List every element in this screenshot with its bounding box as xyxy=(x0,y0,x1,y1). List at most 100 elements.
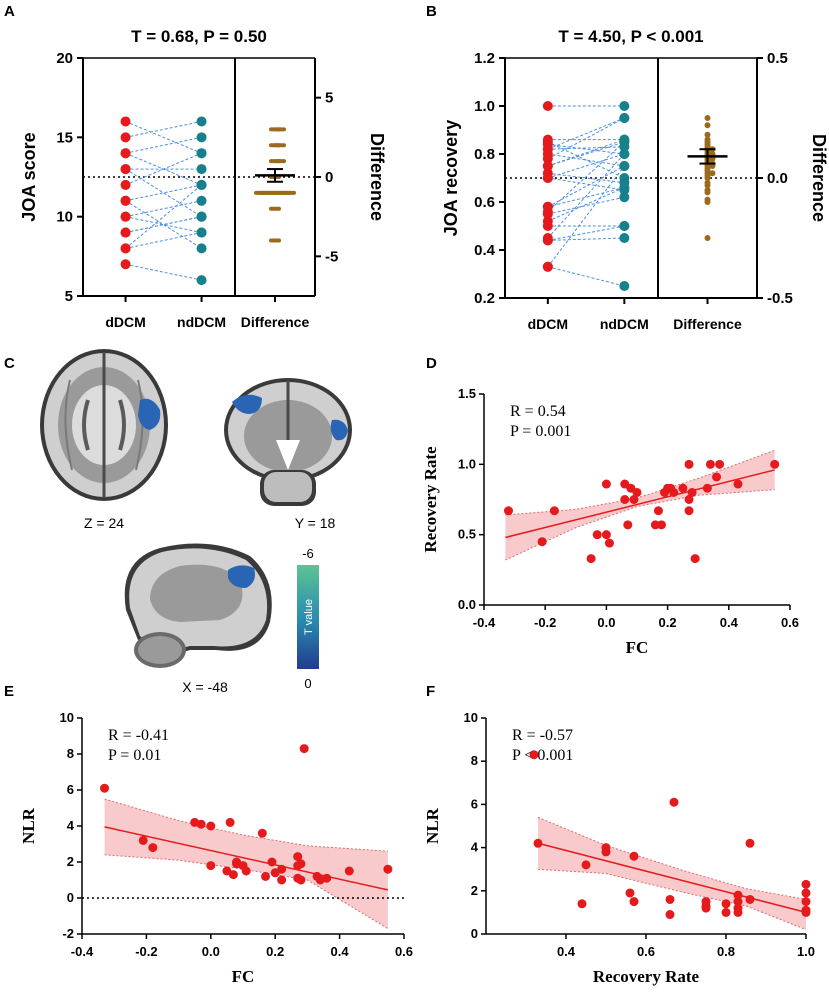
ddcm-point xyxy=(120,211,131,222)
data-point xyxy=(632,487,642,497)
data-point xyxy=(733,897,743,907)
confidence-band-upper xyxy=(537,816,807,900)
difference-point xyxy=(704,175,711,181)
data-point xyxy=(733,479,743,489)
x-tick-label: 0.6 xyxy=(395,944,413,959)
nddcm-point xyxy=(619,149,630,159)
x-tick-label: 0.4 xyxy=(720,615,739,630)
r-annotation: R = -0.57 xyxy=(512,727,573,744)
data-point xyxy=(745,838,755,848)
y-axis-label: JOA score xyxy=(19,132,39,221)
ddcm-point xyxy=(542,261,553,272)
ddcm-point xyxy=(542,137,553,147)
data-point xyxy=(206,861,216,871)
ddcm-point xyxy=(542,153,553,164)
data-point xyxy=(344,866,354,876)
data-point xyxy=(712,472,722,482)
ddcm-point xyxy=(542,161,553,171)
x-axis-label: FC xyxy=(626,638,649,657)
data-point xyxy=(196,819,206,829)
coronal-brain-slice xyxy=(224,378,352,506)
nddcm-point xyxy=(619,281,630,291)
data-point xyxy=(257,828,267,838)
data-point xyxy=(503,506,513,516)
axial-activation-blob xyxy=(138,398,161,430)
x-tick-label: dDCM xyxy=(528,316,568,332)
data-point xyxy=(701,901,711,911)
y-axis-label: NLR xyxy=(19,807,38,844)
ddcm-point xyxy=(120,164,131,175)
nddcm-point xyxy=(619,233,630,243)
sagittal-activation-blob xyxy=(228,565,255,588)
y-tick-label: 10 xyxy=(60,710,74,725)
data-point xyxy=(241,866,251,876)
x-tick-label: 0.6 xyxy=(637,944,655,959)
y-tick-label: 1.2 xyxy=(474,50,495,67)
nddcm-point xyxy=(619,173,630,183)
data-point xyxy=(592,530,602,540)
data-point xyxy=(690,554,700,564)
data-point xyxy=(277,864,287,874)
brain-panel-c: Z = 24 Y = 18 X = -48 xyxy=(40,349,352,695)
pair-link xyxy=(547,237,625,241)
ddcm-point xyxy=(542,201,553,212)
r-annotation: R = 0.54 xyxy=(510,403,566,420)
confidence-band xyxy=(505,450,775,560)
data-point xyxy=(623,520,633,530)
data-point xyxy=(206,821,216,831)
data-point xyxy=(533,838,543,848)
data-point xyxy=(801,879,811,889)
y-tick-label: 2 xyxy=(67,854,74,869)
difference-point xyxy=(274,143,286,148)
data-point xyxy=(684,495,694,504)
y-tick-label: 0.8 xyxy=(474,146,495,163)
difference-point xyxy=(274,127,286,132)
data-point xyxy=(228,870,238,880)
y2-tick-label: 0 xyxy=(325,169,333,186)
data-point xyxy=(705,459,715,469)
data-point xyxy=(586,554,596,564)
y-tick-label: 6 xyxy=(471,796,478,811)
regression-line xyxy=(505,469,775,539)
y-tick-label: 2 xyxy=(471,883,478,898)
y-tick-label: 0.5 xyxy=(458,527,476,542)
y-tick-label: 15 xyxy=(56,129,73,146)
x-axis-label: FC xyxy=(232,967,255,986)
pair-link xyxy=(547,153,625,167)
difference-point xyxy=(704,182,711,189)
y2-tick-label: -5 xyxy=(325,248,338,265)
ddcm-point xyxy=(542,173,553,183)
nddcm-point xyxy=(619,161,630,171)
ddcm-point xyxy=(542,101,553,111)
ddcm-point xyxy=(542,144,553,155)
regression-line xyxy=(537,842,807,914)
data-point xyxy=(601,479,611,489)
difference-point xyxy=(704,199,711,205)
pair-link xyxy=(547,153,625,179)
pair-link xyxy=(547,117,625,160)
pair-link xyxy=(125,184,202,249)
data-point xyxy=(629,851,639,861)
data-point xyxy=(687,487,697,497)
chart-panel-d: -0.4 -0.2 0.0 0.2 0.4 0.6 0.0 0.5 1.0 1.5 FC Recove… xyxy=(421,386,799,657)
coronal-activation-blob-right xyxy=(330,419,348,441)
y-tick-label: 0 xyxy=(67,890,74,905)
t-value-colorbar xyxy=(297,565,319,669)
data-point xyxy=(801,888,811,898)
pair-link xyxy=(547,165,625,208)
pair-link xyxy=(547,172,625,184)
nddcm-point xyxy=(619,182,630,193)
pair-link xyxy=(547,225,625,241)
pair-link xyxy=(125,232,202,249)
coronal-slice-label: Y = 18 xyxy=(295,515,336,531)
y2-tick-label: 0.5 xyxy=(767,50,788,67)
difference-point xyxy=(274,159,286,164)
y-tick-label: 5 xyxy=(65,288,73,305)
pair-link xyxy=(547,141,625,212)
nddcm-point xyxy=(196,148,207,159)
y2-axis-label: Difference xyxy=(809,134,829,222)
data-point xyxy=(148,843,158,853)
panel-letter-e: E xyxy=(4,683,14,700)
nddcm-point xyxy=(619,113,630,123)
p-annotation: P = 0.001 xyxy=(510,423,571,440)
